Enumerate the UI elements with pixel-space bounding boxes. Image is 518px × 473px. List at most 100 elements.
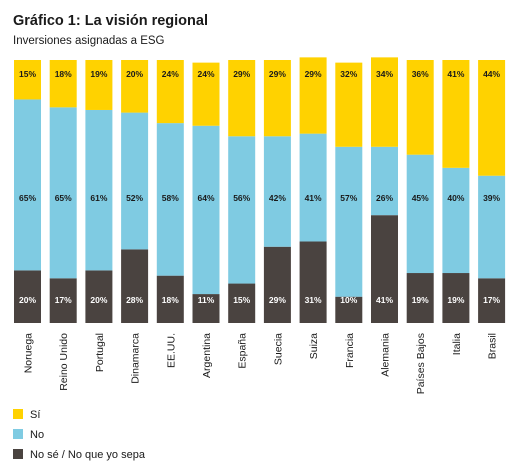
category-label-argentina: Argentina [201, 333, 213, 378]
value-label-portugal-no: 61% [90, 193, 107, 203]
value-label-italia-no: 40% [447, 193, 464, 203]
value-label-francia-si: 32% [340, 69, 357, 79]
value-label-noruega-no: 65% [19, 193, 36, 203]
value-label-ee-uu-no-se-no-que-yo-sepa: 18% [162, 295, 179, 305]
bar-segment-argentina-no [192, 125, 220, 295]
value-label-francia-no: 57% [340, 193, 357, 203]
value-label-reino-unido-no-se-no-que-yo-sepa: 17% [55, 295, 72, 305]
value-label-suiza-no-se-no-que-yo-sepa: 31% [305, 295, 322, 305]
bars-group [14, 57, 506, 323]
value-label-suiza-no: 41% [305, 193, 322, 203]
category-label-espana: España [237, 333, 249, 369]
value-label-espana-no-se-no-que-yo-sepa: 15% [233, 295, 250, 305]
category-label-francia: Francia [344, 333, 356, 368]
bar-segment-paises-bajos-si [406, 60, 434, 155]
bar-segment-espana-no [228, 136, 256, 284]
value-label-noruega-no-se-no-que-yo-sepa: 20% [19, 295, 36, 305]
bar-segment-francia-no-se-no-que-yo-sepa [335, 296, 363, 323]
bar-segment-dinamarca-no [121, 112, 149, 250]
bar-segment-portugal-si [85, 60, 113, 110]
bar-segment-espana-si [228, 60, 256, 137]
legend: Sí No No sé / No que yo sepa [13, 409, 146, 461]
chart-subtitle: Inversiones asignadas a ESG [13, 35, 165, 47]
value-label-brasil-no: 39% [483, 193, 500, 203]
value-label-dinamarca-si: 20% [126, 69, 143, 79]
value-label-brasil-no-se-no-que-yo-sepa: 17% [483, 295, 500, 305]
value-label-ee-uu-no: 58% [162, 193, 179, 203]
value-label-espana-si: 29% [233, 69, 250, 79]
category-label-dinamarca: Dinamarca [130, 333, 142, 384]
value-label-portugal-si: 19% [90, 69, 107, 79]
bar-segment-alemania-no-se-no-que-yo-sepa [371, 215, 398, 323]
bar-segment-ee-uu-no-se-no-que-yo-sepa [156, 275, 184, 323]
bar-segment-portugal-no [85, 109, 113, 271]
bar-segment-ee-uu-no [156, 123, 184, 276]
category-label-brasil: Brasil [487, 333, 499, 359]
bar-segment-paises-bajos-no [406, 154, 434, 274]
bar-segment-brasil-no-se-no-que-yo-sepa [478, 278, 506, 323]
value-label-alemania-no: 26% [376, 193, 393, 203]
bar-segment-italia-no-se-no-que-yo-sepa [442, 273, 470, 323]
value-label-suiza-si: 29% [305, 69, 322, 79]
bar-segment-suiza-no-se-no-que-yo-sepa [299, 241, 327, 323]
value-label-brasil-si: 44% [483, 69, 500, 79]
value-label-paises-bajos-no: 45% [412, 193, 429, 203]
value-label-paises-bajos-no-se-no-que-yo-sepa: 19% [412, 295, 429, 305]
value-label-dinamarca-no-se-no-que-yo-sepa: 28% [126, 295, 143, 305]
bar-segment-noruega-no-se-no-que-yo-sepa [14, 270, 41, 323]
value-label-alemania-no-se-no-que-yo-sepa: 41% [376, 295, 393, 305]
bar-segment-reino-unido-no [49, 107, 77, 279]
category-label-suecia: Suecia [272, 333, 284, 365]
value-label-reino-unido-si: 18% [55, 69, 72, 79]
category-label-suiza: Suiza [308, 333, 320, 359]
value-label-italia-no-se-no-que-yo-sepa: 19% [447, 295, 464, 305]
value-labels-group: 20% 65% 15% 17% 65% 18% 20% 61% 19% 28% 52% 20% 18% 5… [19, 69, 501, 305]
bar-segment-brasil-no [478, 175, 506, 279]
bar-segment-dinamarca-no-se-no-que-yo-sepa [121, 249, 149, 323]
value-label-francia-no-se-no-que-yo-sepa: 10% [340, 295, 357, 305]
bar-segment-paises-bajos-no-se-no-que-yo-sepa [406, 273, 434, 323]
category-label-noruega: Noruega [23, 333, 35, 373]
value-label-argentina-no-se-no-que-yo-sepa: 11% [198, 295, 215, 305]
bar-segment-noruega-no [14, 99, 41, 271]
category-label-paises-bajos: Países Bajos [415, 333, 427, 394]
bar-segment-italia-no [442, 167, 470, 274]
bar-segment-francia-no [335, 146, 363, 297]
category-label-reino-unido: Reino Unido [58, 333, 70, 391]
category-label-portugal: Portugal [94, 333, 106, 372]
bar-segment-suiza-no [299, 133, 327, 242]
bar-segment-espana-no-se-no-que-yo-sepa [228, 283, 256, 323]
value-label-suecia-si: 29% [269, 69, 286, 79]
value-label-suecia-no: 42% [269, 193, 286, 203]
category-labels-group: Noruega Reino Unido Portugal Dinamarca EE.UU… [23, 333, 499, 394]
value-label-reino-unido-no: 65% [55, 193, 72, 203]
legend-label-no-se-no-que-yo-sepa: No sé / No que yo sepa [30, 449, 146, 461]
value-label-italia-si: 41% [447, 69, 464, 79]
value-label-ee-uu-si: 24% [162, 69, 179, 79]
bar-segment-reino-unido-no-se-no-que-yo-sepa [49, 278, 77, 323]
category-label-alemania: Alemania [380, 333, 392, 377]
bar-segment-ee-uu-si [156, 60, 184, 124]
legend-swatch-si [13, 409, 23, 419]
bar-segment-suecia-si [263, 60, 291, 137]
bar-segment-italia-si [442, 60, 470, 168]
bar-segment-suiza-si [299, 57, 327, 134]
value-label-argentina-si: 24% [197, 69, 214, 79]
bar-segment-brasil-si [478, 60, 506, 176]
bar-segment-alemania-si [371, 57, 398, 147]
category-label-italia: Italia [451, 333, 463, 355]
bar-segment-suecia-no-se-no-que-yo-sepa [263, 246, 291, 323]
value-label-suecia-no-se-no-que-yo-sepa: 29% [269, 295, 286, 305]
bar-segment-argentina-no-se-no-que-yo-sepa [192, 294, 220, 323]
bar-segment-noruega-si [14, 60, 41, 100]
bar-segment-suecia-no [263, 136, 291, 247]
bar-segment-dinamarca-si [121, 60, 149, 113]
value-label-argentina-no: 64% [197, 193, 214, 203]
bar-segment-reino-unido-si [49, 60, 77, 108]
bar-segment-francia-si [335, 62, 363, 147]
value-label-espana-no: 56% [233, 193, 250, 203]
bar-segment-alemania-no [371, 146, 398, 216]
value-label-portugal-no-se-no-que-yo-sepa: 20% [90, 295, 107, 305]
value-label-noruega-si: 15% [19, 69, 36, 79]
